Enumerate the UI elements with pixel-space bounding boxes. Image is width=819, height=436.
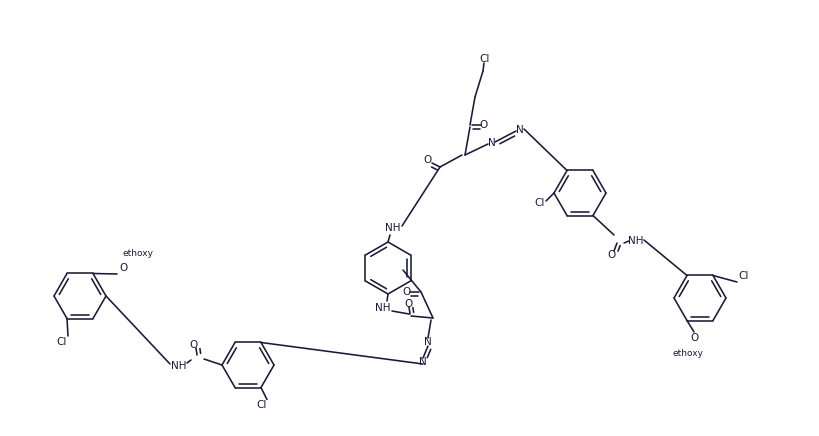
Text: Cl: Cl — [256, 400, 267, 410]
Text: Cl: Cl — [738, 271, 749, 281]
Text: N: N — [423, 337, 432, 347]
Text: O: O — [690, 333, 699, 343]
Text: O: O — [479, 120, 487, 130]
Text: NH: NH — [375, 303, 391, 313]
Text: O: O — [190, 340, 198, 350]
Text: Cl: Cl — [479, 54, 490, 64]
Text: O: O — [607, 250, 615, 260]
Text: Cl: Cl — [534, 198, 545, 208]
Text: ethoxy: ethoxy — [122, 249, 153, 259]
Text: NH: NH — [385, 223, 400, 233]
Text: N: N — [419, 357, 427, 367]
Text: O: O — [120, 263, 128, 273]
Text: N: N — [487, 138, 495, 148]
Text: N: N — [515, 125, 523, 135]
Text: NH: NH — [171, 361, 187, 371]
Text: O: O — [423, 155, 432, 165]
Text: O: O — [402, 287, 410, 297]
Text: NH: NH — [627, 236, 643, 246]
Text: O: O — [405, 299, 413, 309]
Text: ethoxy: ethoxy — [672, 350, 703, 358]
Text: Cl: Cl — [57, 337, 67, 347]
